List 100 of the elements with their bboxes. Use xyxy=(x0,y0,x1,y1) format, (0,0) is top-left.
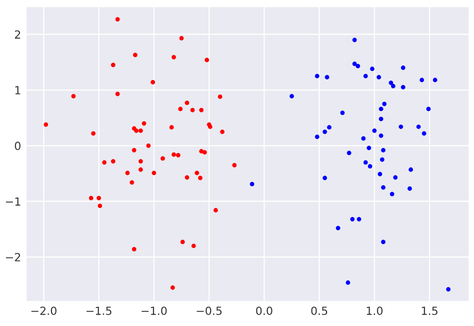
point xyxy=(366,146,372,150)
point xyxy=(408,186,412,191)
y-tick-label: 0 xyxy=(14,142,20,150)
point xyxy=(110,62,116,68)
point xyxy=(115,92,120,96)
point xyxy=(340,110,345,116)
point xyxy=(98,204,102,208)
point xyxy=(138,167,143,172)
point xyxy=(115,17,120,22)
point xyxy=(88,196,94,200)
y-tick-label: −1 xyxy=(6,197,20,206)
point xyxy=(138,159,143,164)
point xyxy=(446,287,451,292)
point xyxy=(350,216,355,222)
point xyxy=(324,75,330,80)
point xyxy=(322,130,328,134)
point xyxy=(400,66,406,70)
point xyxy=(416,124,421,129)
point xyxy=(314,74,320,78)
point xyxy=(376,75,382,80)
point xyxy=(44,122,48,127)
point xyxy=(380,157,384,162)
point xyxy=(372,128,377,133)
point xyxy=(393,175,398,180)
point xyxy=(378,133,384,138)
point xyxy=(361,136,366,141)
point xyxy=(142,121,146,126)
point xyxy=(408,167,414,172)
point xyxy=(336,226,340,230)
point xyxy=(378,106,384,112)
point xyxy=(91,131,96,136)
point xyxy=(172,54,176,60)
point xyxy=(398,124,404,129)
point xyxy=(169,125,174,130)
point xyxy=(180,240,185,244)
point xyxy=(370,66,374,72)
point xyxy=(363,74,368,78)
point xyxy=(220,130,225,134)
point xyxy=(356,216,362,222)
point xyxy=(426,106,431,112)
point xyxy=(314,134,320,139)
point xyxy=(146,143,151,148)
point xyxy=(102,160,107,165)
point xyxy=(390,84,396,88)
point xyxy=(213,208,218,212)
point xyxy=(184,100,190,106)
x-tick-label: 1.0 xyxy=(366,306,383,316)
y-tick-label: 1 xyxy=(15,86,20,94)
point xyxy=(381,240,386,244)
point xyxy=(208,124,212,129)
point xyxy=(363,160,368,165)
point xyxy=(381,148,386,152)
point xyxy=(400,85,406,90)
point xyxy=(132,247,136,252)
point xyxy=(388,80,394,85)
point xyxy=(130,180,134,185)
point xyxy=(178,106,183,112)
point xyxy=(191,244,196,248)
point xyxy=(176,152,180,158)
point xyxy=(133,52,138,58)
point xyxy=(125,170,130,176)
point xyxy=(352,62,357,66)
point xyxy=(381,185,386,190)
point xyxy=(378,172,382,176)
point xyxy=(170,285,175,290)
point xyxy=(218,94,222,99)
point xyxy=(368,164,372,168)
x-tick-label: −1.0 xyxy=(142,306,167,316)
point xyxy=(152,170,156,176)
point xyxy=(432,78,438,82)
point xyxy=(138,128,143,133)
point xyxy=(250,182,254,186)
point xyxy=(184,175,190,180)
point xyxy=(160,156,165,161)
point xyxy=(356,64,360,68)
y-tick-label: −2 xyxy=(6,252,20,262)
x-tick-label: −2.0 xyxy=(31,306,56,316)
point xyxy=(327,125,332,130)
point xyxy=(71,94,76,98)
point xyxy=(150,80,156,84)
point xyxy=(322,176,328,180)
point xyxy=(232,162,237,168)
x-tick-label: 0.0 xyxy=(256,306,272,316)
point xyxy=(194,170,200,176)
point xyxy=(198,176,202,180)
point xyxy=(378,116,384,122)
point xyxy=(420,78,424,82)
point xyxy=(190,108,195,112)
point xyxy=(346,280,350,285)
point xyxy=(290,94,294,98)
x-tick-label: −0.5 xyxy=(196,306,222,316)
point xyxy=(346,150,352,156)
point xyxy=(199,108,204,112)
x-tick-label: 0.5 xyxy=(311,306,328,316)
y-tick-label: 2 xyxy=(14,30,20,39)
x-tick-label: −1.5 xyxy=(86,306,112,316)
point xyxy=(179,36,184,40)
point xyxy=(202,150,207,155)
point xyxy=(172,152,176,157)
point xyxy=(352,38,357,42)
